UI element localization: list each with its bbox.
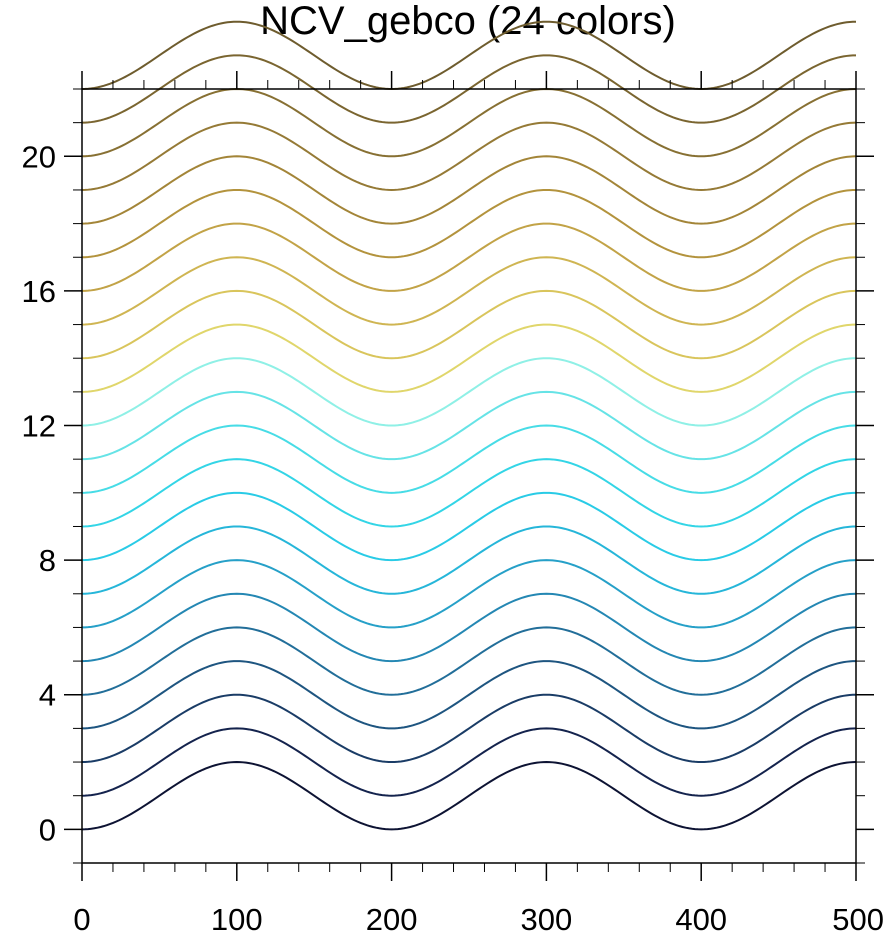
series-line-5	[81, 592, 857, 663]
series-line-13	[81, 323, 857, 393]
series-line-17	[81, 188, 857, 259]
series-line-3	[81, 660, 857, 730]
y-tick-label: 4	[39, 678, 56, 713]
x-tick-label: 100	[211, 902, 263, 935]
chart-title: NCV_gebco (24 colors)	[260, 0, 676, 43]
series-line-12	[81, 357, 857, 427]
series-line-10	[81, 424, 857, 494]
tick-layer	[64, 71, 874, 881]
plot-frame	[81, 88, 857, 864]
x-tick-label: 300	[521, 902, 573, 935]
x-tick-label: 200	[366, 902, 418, 935]
series-line-15	[81, 256, 857, 326]
series-line-0	[81, 761, 857, 831]
x-tick-label: 0	[73, 902, 90, 935]
series-line-7	[81, 525, 857, 595]
series-line-18	[81, 155, 857, 225]
y-tick-label: 0	[39, 812, 56, 847]
series-line-22	[81, 20, 857, 91]
series-line-16	[81, 222, 857, 292]
series-line-20	[81, 87, 857, 158]
series-line-11	[81, 390, 857, 461]
y-tick-label: 8	[39, 543, 56, 578]
series-line-8	[81, 491, 857, 562]
y-tick-label: 16	[22, 274, 56, 309]
y-axis: 0 4 8 12 16 20	[22, 139, 56, 847]
series-line-1	[81, 727, 857, 797]
y-tick-label: 20	[22, 139, 56, 174]
series-line-19	[81, 121, 857, 191]
series-line-4	[81, 626, 857, 696]
series-line-9	[81, 458, 857, 528]
series-line-14	[81, 289, 857, 360]
series-line-6	[81, 559, 857, 629]
x-tick-label: 400	[675, 902, 727, 935]
x-axis: 0 100 200 300 400 500	[73, 902, 884, 935]
series-line-2	[81, 693, 857, 764]
series-layer	[81, 20, 857, 831]
x-tick-label: 500	[832, 902, 884, 935]
y-tick-label: 12	[22, 409, 56, 444]
